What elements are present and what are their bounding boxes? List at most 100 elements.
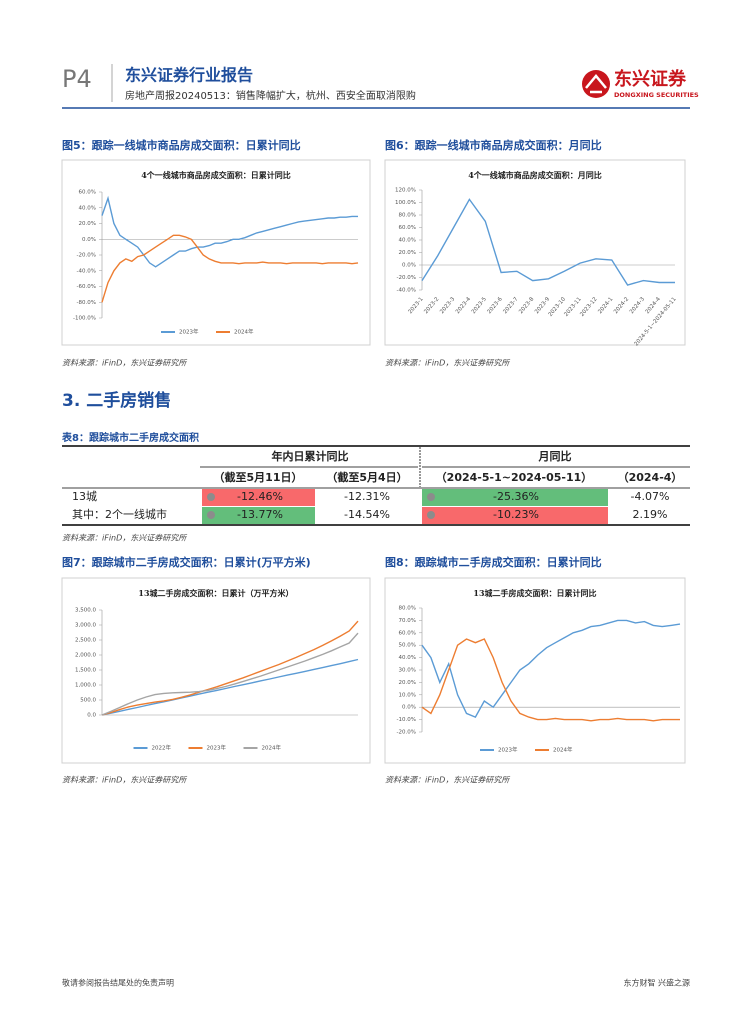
- table-cell: -13.77%: [237, 508, 283, 521]
- y-tick-label: 10.0%: [399, 692, 416, 698]
- y-tick-label: 120.0%: [395, 188, 416, 194]
- cell-highlight: [422, 507, 608, 524]
- y-tick-label: 0.0: [87, 713, 96, 719]
- y-tick-label: 1,000.0: [75, 683, 96, 689]
- table-row-label: 其中：2个一线城市: [72, 507, 167, 521]
- trend-icon: [207, 511, 215, 519]
- cell-highlight: [202, 507, 315, 524]
- series-line: [101, 632, 359, 716]
- footer-left: 敬请参阅报告结尾处的免责声明: [62, 978, 174, 988]
- y-tick-label: 30.0%: [399, 668, 416, 674]
- brand: 东兴证券行业报告: [125, 66, 253, 85]
- source-note: 资料来源：iFinD，东兴证券研究所: [385, 359, 511, 368]
- table-sub-header: （2024-5-1~2024-05-11）: [436, 471, 593, 484]
- chart-title: 13城二手房成交面积：日累计同比: [473, 588, 596, 598]
- y-tick-label: 60.0%: [79, 190, 96, 196]
- y-tick-label: 2,000.0: [75, 653, 96, 659]
- table-cell: -10.23%: [493, 508, 539, 521]
- logo-english: DONGXING SECURITIES: [614, 91, 699, 99]
- series-line: [421, 638, 680, 722]
- y-tick-label: 1,500.0: [75, 668, 96, 674]
- legend-label: 2023年: [179, 328, 199, 336]
- source-note: 资料来源：iFinD，东兴证券研究所: [62, 534, 188, 543]
- y-tick-label: -40.0%: [77, 268, 96, 274]
- series-line: [101, 658, 359, 716]
- y-tick-label: -20.0%: [77, 253, 96, 259]
- y-tick-label: -100.0%: [73, 316, 96, 322]
- legend-label: 2022年: [152, 744, 172, 752]
- table-row-label: 13城: [72, 490, 97, 503]
- legend-label: 2024年: [553, 746, 573, 754]
- y-tick-label: 0.0%: [82, 237, 96, 243]
- footer-right: 东方财智 兴盛之源: [623, 978, 690, 988]
- y-tick-label: -10.0%: [397, 717, 416, 723]
- table-cell: -4.07%: [631, 490, 670, 503]
- trend-icon: [207, 493, 215, 501]
- y-tick-label: 80.0%: [399, 213, 416, 219]
- header-subtitle: 房地产周报20240513：销售降幅扩大，杭州、西安全面取消限购: [125, 89, 416, 102]
- logo-glyph: [585, 74, 607, 94]
- y-tick-label: -20.0%: [397, 275, 416, 281]
- legend-label: 2023年: [498, 746, 518, 754]
- y-tick-label: -40.0%: [397, 288, 416, 294]
- table-sub-header: （截至5月11日）: [214, 470, 303, 484]
- legend-label: 2024年: [234, 328, 254, 336]
- table-cell: -25.36%: [493, 490, 539, 503]
- chart-title: 4个一线城市商品房成交面积：月同比: [468, 170, 602, 180]
- chart-frame: [384, 159, 686, 346]
- y-tick-label: 40.0%: [79, 205, 96, 211]
- y-tick-label: -80.0%: [77, 300, 96, 306]
- y-tick-label: 20.0%: [399, 680, 416, 686]
- series-line: [101, 195, 358, 268]
- table-sub-header: （2024-4）: [618, 471, 683, 484]
- figure-title: 图8：跟踪城市二手房成交面积：日累计同比: [385, 555, 602, 569]
- source-note: 资料来源：iFinD，东兴证券研究所: [62, 776, 188, 785]
- y-tick-label: 50.0%: [399, 643, 416, 649]
- logo-icon: [582, 70, 610, 98]
- y-tick-label: 0.0%: [402, 705, 416, 711]
- y-tick-label: 60.0%: [399, 630, 416, 636]
- y-tick-label: 20.0%: [79, 221, 96, 227]
- table-title: 表8：跟踪城市二手房成交面积: [61, 431, 199, 444]
- series-line: [101, 234, 359, 303]
- source-note: 资料来源：iFinD，东兴证券研究所: [385, 776, 511, 785]
- trend-icon: [427, 511, 435, 519]
- figure-title: 图6：跟踪一线城市商品房成交面积：月同比: [385, 138, 602, 152]
- cell-highlight: [422, 489, 608, 506]
- table-cell: -12.31%: [344, 490, 390, 503]
- y-tick-label: -20.0%: [397, 730, 416, 736]
- chart-frame: [61, 159, 371, 346]
- y-tick-label: 20.0%: [399, 250, 416, 256]
- y-tick-label: 40.0%: [399, 238, 416, 244]
- y-tick-label: 70.0%: [399, 618, 416, 624]
- table-group-header: 月同比: [538, 449, 572, 463]
- y-tick-label: 3,500.0: [75, 608, 96, 614]
- y-tick-label: 3,000.0: [75, 623, 96, 629]
- table-cell: -14.54%: [344, 508, 390, 521]
- figure-title: 图5：跟踪一线城市商品房成交面积：日累计同比: [62, 138, 301, 152]
- page-number: P4: [62, 65, 92, 93]
- y-tick-label: 0.0%: [402, 263, 416, 269]
- section-title: 3. 二手房销售: [62, 390, 171, 411]
- y-tick-label: 80.0%: [399, 606, 416, 612]
- series-line: [421, 198, 675, 286]
- y-tick-label: 500.0: [80, 698, 96, 704]
- chart-title: 4个一线城市商品房成交面积：日累计同比: [141, 170, 291, 180]
- series-line: [421, 619, 681, 718]
- y-tick-label: 40.0%: [399, 655, 416, 661]
- table-group-header: 年内日累计同比: [272, 449, 349, 463]
- table-cell: -12.46%: [237, 490, 283, 503]
- chart-frame: [61, 577, 371, 764]
- chart-title: 13城二手房成交面积：日累计（万平方米）: [138, 588, 293, 598]
- trend-icon: [427, 493, 435, 501]
- source-note: 资料来源：iFinD，东兴证券研究所: [62, 359, 188, 368]
- logo-text: 东兴证券: [614, 68, 687, 90]
- chart-frame: [384, 577, 686, 764]
- table-sub-header: （截至5月4日）: [326, 470, 407, 484]
- y-tick-label: 60.0%: [399, 225, 416, 231]
- y-tick-label: 2,500.0: [75, 638, 96, 644]
- cell-highlight: [202, 489, 315, 506]
- legend-label: 2023年: [207, 744, 227, 752]
